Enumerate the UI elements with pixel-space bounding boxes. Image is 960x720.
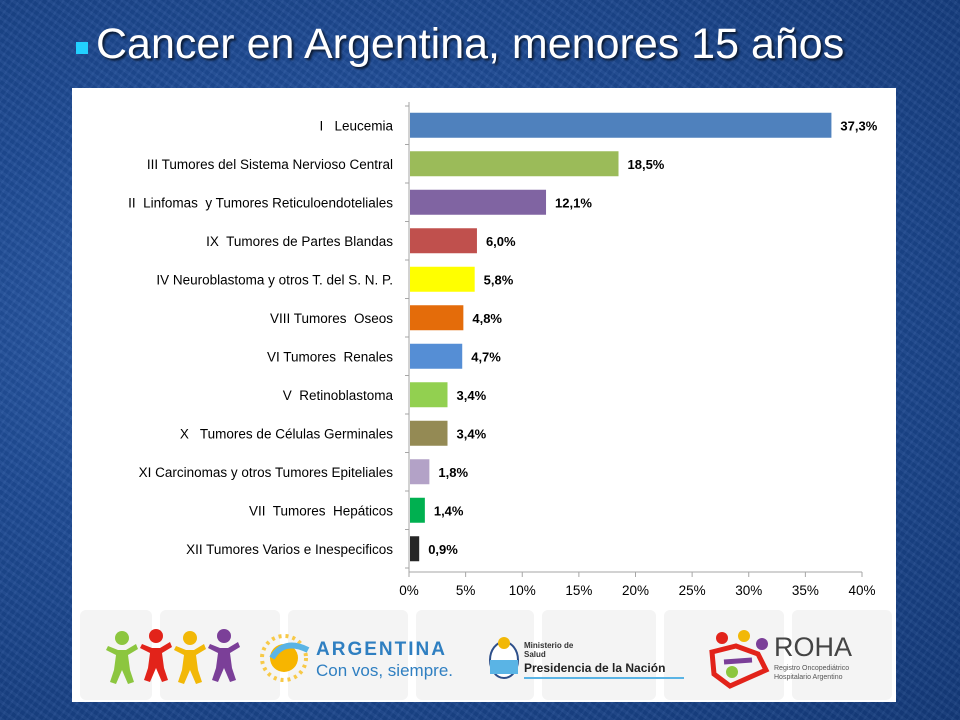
- coat-of-arms-icon: [489, 637, 519, 679]
- bar: [410, 382, 448, 408]
- bar: [410, 228, 477, 254]
- value-label: 4,8%: [472, 311, 502, 326]
- x-tick-label: 20%: [622, 583, 649, 598]
- category-label: VII Tumores Hepáticos: [249, 503, 393, 518]
- bullet-icon: [76, 42, 88, 54]
- bar: [410, 420, 448, 446]
- ministerio-line1: Ministerio de: [524, 641, 574, 650]
- roha-figures-icon: [709, 630, 770, 689]
- value-label: 37,3%: [840, 118, 877, 133]
- x-tick-label: 15%: [565, 583, 592, 598]
- bar-chart: I Leucemia 37,3% III Tumores del Sistema N…: [128, 102, 878, 598]
- argentina-slogan: Con vos, siempre.: [316, 661, 453, 680]
- bar: [410, 266, 475, 292]
- ministerio-logo: Ministerio de Salud Presidencia de la Na…: [489, 637, 684, 679]
- children-figures-logo: [106, 629, 240, 684]
- roha-name: ROHA: [774, 632, 852, 662]
- x-tick-label: 25%: [679, 583, 706, 598]
- roha-line2: Hospitalario Argentino: [774, 674, 843, 681]
- value-label: 6,0%: [486, 234, 516, 249]
- bar: [410, 459, 430, 485]
- x-tick-label: 0%: [399, 583, 419, 598]
- category-label: VIII Tumores Oseos: [270, 311, 393, 326]
- x-tick-label: 30%: [735, 583, 762, 598]
- category-label: IX Tumores de Partes Blandas: [206, 234, 393, 249]
- value-label: 1,8%: [438, 465, 468, 480]
- slide-title: Cancer en Argentina, menores 15 años: [76, 14, 844, 74]
- category-label: V Retinoblastoma: [283, 388, 394, 403]
- chart-panel: I Leucemia 37,3% III Tumores del Sistema N…: [72, 88, 896, 608]
- value-label: 12,1%: [555, 195, 592, 210]
- bar: [410, 112, 832, 138]
- category-label: X Tumores de Células Germinales: [180, 426, 393, 441]
- x-tick-label: 40%: [848, 583, 875, 598]
- value-label: 3,4%: [457, 426, 487, 441]
- bar: [410, 536, 420, 562]
- slide-title-text: Cancer en Argentina, menores 15 años: [96, 19, 845, 68]
- category-label: VI Tumores Renales: [267, 349, 393, 364]
- value-label: 18,5%: [628, 157, 665, 172]
- logos-svg: ARGENTINA Con vos, siempre. Ministerio d…: [80, 610, 892, 700]
- bar: [410, 343, 463, 369]
- ministerio-line2: Salud: [524, 650, 546, 659]
- logo-strip: ARGENTINA Con vos, siempre. Ministerio d…: [72, 608, 896, 702]
- argentina-name: ARGENTINA: [316, 639, 447, 660]
- category-label: I Leucemia: [319, 118, 393, 133]
- x-tick-label: 10%: [509, 583, 536, 598]
- category-label: IV Neuroblastoma y otros T. del S. N. P.: [156, 272, 393, 287]
- x-tick-label: 35%: [792, 583, 819, 598]
- category-label: III Tumores del Sistema Nervioso Central: [147, 157, 393, 172]
- x-tick-label: 5%: [456, 583, 476, 598]
- category-label: XII Tumores Varios e Inespecificos: [186, 542, 393, 557]
- presidencia-text: Presidencia de la Nación: [524, 661, 665, 675]
- roha-line1: Registro Oncopediátrico: [774, 665, 849, 672]
- bar: [410, 189, 547, 215]
- value-label: 4,7%: [471, 349, 501, 364]
- category-label: II Linfomas y Tumores Reticuloendotelial…: [128, 195, 393, 210]
- argentina-logo: ARGENTINA Con vos, siempre.: [260, 634, 453, 682]
- bar: [410, 151, 619, 177]
- bar: [410, 305, 464, 331]
- bar: [410, 497, 425, 523]
- roha-logo: ROHA Registro Oncopediátrico Hospitalari…: [709, 630, 852, 689]
- value-label: 1,4%: [434, 503, 464, 518]
- value-label: 0,9%: [428, 542, 458, 557]
- sun-icon: [260, 634, 310, 682]
- category-label: XI Carcinomas y otros Tumores Epiteliale…: [139, 465, 394, 480]
- value-label: 3,4%: [457, 388, 487, 403]
- value-label: 5,8%: [484, 272, 514, 287]
